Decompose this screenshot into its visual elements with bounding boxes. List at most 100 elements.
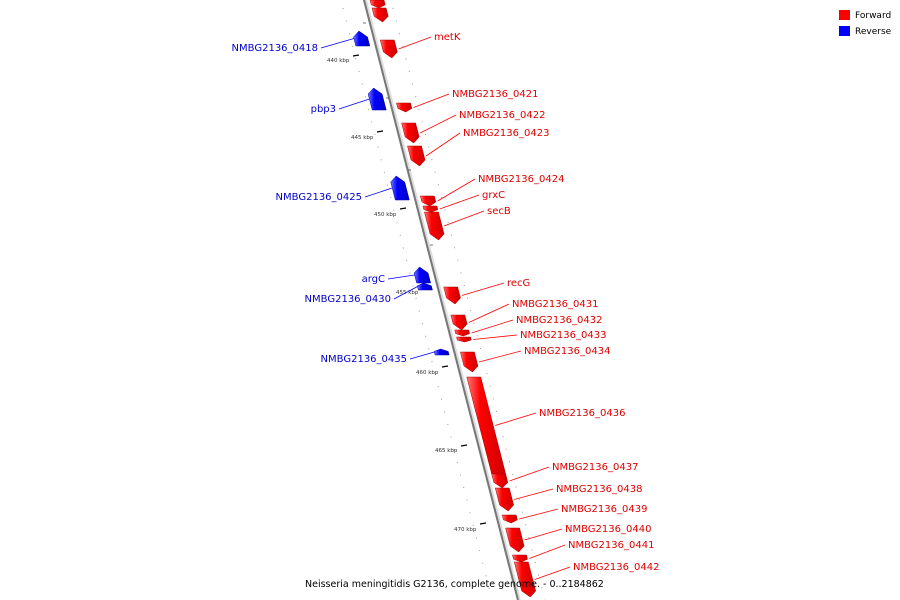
legend-forward-swatch <box>839 10 850 20</box>
forward-gene-feature[interactable] <box>407 145 426 167</box>
gene-features <box>353 0 536 598</box>
svg-text:445 kbp: 445 kbp <box>351 135 374 141</box>
reverse-label-leader <box>409 351 435 360</box>
forward-gene-feature[interactable] <box>396 102 413 113</box>
legend-forward-label: Forward <box>855 11 891 21</box>
forward-label-leader <box>471 319 514 334</box>
forward-gene-feature[interactable] <box>443 286 461 305</box>
forward-label-leader <box>514 488 554 500</box>
reverse-gene-label[interactable]: NMBG2136_0430 <box>305 294 391 305</box>
forward-label-leader <box>529 544 566 559</box>
forward-gene-feature-partial <box>369 0 386 9</box>
forward-gene-feature[interactable] <box>422 205 439 213</box>
forward-label-leader <box>468 303 510 323</box>
forward-gene-label[interactable]: NMBG2136_0421 <box>452 89 538 100</box>
forward-label-leader <box>461 282 505 296</box>
forward-label-leader <box>439 194 480 210</box>
legend: Forward Reverse <box>839 10 892 37</box>
forward-gene-feature[interactable] <box>401 122 420 144</box>
forward-gene-label[interactable]: NMBG2136_0442 <box>573 562 659 573</box>
forward-gene-label[interactable]: recG <box>507 278 530 289</box>
forward-label-leader <box>509 466 550 482</box>
forward-gene-label[interactable]: NMBG2136_0424 <box>478 174 564 185</box>
forward-gene-feature[interactable] <box>460 351 479 373</box>
tick-440: 440 kbp <box>327 54 360 64</box>
forward-gene-feature[interactable] <box>454 329 470 337</box>
forward-gene-feature[interactable] <box>501 514 518 524</box>
forward-gene-label[interactable]: NMBG2136_0433 <box>520 330 606 341</box>
svg-text:440 kbp: 440 kbp <box>327 58 350 64</box>
forward-gene-label[interactable]: NMBG2136_0440 <box>565 524 651 535</box>
forward-gene-label[interactable]: secB <box>487 206 511 217</box>
forward-gene-label[interactable]: NMBG2136_0438 <box>556 484 642 495</box>
reverse-label-leader <box>387 274 415 280</box>
forward-gene-label[interactable]: NMBG2136_0436 <box>539 408 625 419</box>
forward-gene-label[interactable]: NMBG2136_0431 <box>512 299 598 310</box>
forward-label-leader <box>478 350 522 363</box>
legend-forward: Forward <box>839 10 891 21</box>
forward-gene-feature[interactable] <box>512 554 528 563</box>
legend-reverse-swatch <box>839 26 850 36</box>
reverse-gene-feature[interactable] <box>353 30 371 47</box>
svg-text:460 kbp: 460 kbp <box>416 370 439 376</box>
svg-text:455 kbp: 455 kbp <box>396 290 419 296</box>
forward-gene-label[interactable]: NMBG2136_0432 <box>516 315 602 326</box>
forward-label-leader <box>519 508 559 520</box>
forward-label-leader <box>534 566 571 580</box>
forward-gene-feature[interactable] <box>505 527 525 553</box>
tick-445: 445 kbp <box>351 130 384 141</box>
reverse-gene-label[interactable]: pbp3 <box>311 104 336 115</box>
forward-gene-label[interactable]: NMBG2136_0441 <box>568 540 654 551</box>
forward-gene-label[interactable]: NMBG2136_0423 <box>463 128 549 139</box>
reverse-label-leader <box>338 98 370 110</box>
forward-label-leader <box>437 178 476 202</box>
forward-gene-feature[interactable] <box>419 195 437 207</box>
forward-label-leader <box>398 36 432 50</box>
forward-gene-label[interactable]: NMBG2136_0422 <box>459 110 545 121</box>
forward-gene-feature[interactable] <box>513 561 536 598</box>
genome-backbone <box>363 0 521 600</box>
tick-470: 470 kbp <box>454 522 487 533</box>
forward-gene-feature[interactable] <box>456 336 472 343</box>
reverse-gene-label[interactable]: NMBG2136_0418 <box>232 43 318 54</box>
forward-label-leader <box>495 412 537 426</box>
reverse-label-leader <box>364 187 393 198</box>
forward-gene-feature[interactable] <box>494 487 514 512</box>
tick-460: 460 kbp <box>416 365 449 376</box>
forward-label-leader <box>413 93 450 108</box>
forward-gene-feature[interactable] <box>491 473 509 489</box>
reverse-gene-feature[interactable] <box>433 348 450 356</box>
reverse-gene-feature[interactable] <box>367 87 387 111</box>
forward-gene-feature[interactable] <box>424 211 445 241</box>
reverse-gene-feature[interactable] <box>390 175 410 201</box>
reverse-label-leader <box>320 38 354 49</box>
reverse-gene-label[interactable]: argC <box>362 274 385 285</box>
forward-gene-feature-partial <box>371 7 389 23</box>
reverse-gene-feature[interactable] <box>417 282 433 291</box>
svg-text:450 kbp: 450 kbp <box>374 212 397 218</box>
forward-gene-label[interactable]: NMBG2136_0434 <box>524 346 610 357</box>
forward-label-leader <box>524 528 563 541</box>
gene-labels: metK NMBG2136_0421 NMBG2136_0422 NMBG2136_0… <box>232 32 660 573</box>
forward-gene-feature[interactable] <box>450 314 468 331</box>
reverse-gene-label[interactable]: NMBG2136_0425 <box>276 192 362 203</box>
reverse-gene-feature[interactable] <box>413 266 431 284</box>
forward-gene-feature[interactable] <box>379 39 398 59</box>
forward-gene-label[interactable]: NMBG2136_0439 <box>561 504 647 515</box>
tick-450: 450 kbp <box>374 207 407 218</box>
forward-label-leader <box>419 114 457 134</box>
svg-text:465 kbp: 465 kbp <box>435 448 458 454</box>
forward-gene-label[interactable]: metK <box>434 32 461 43</box>
tick-465: 465 kbp <box>435 444 468 454</box>
scale-ticks: 440 kbp 445 kbp 450 kbp 455 kbp 460 kbp … <box>327 54 487 533</box>
label-leader-lines <box>320 36 571 580</box>
reverse-label-leader <box>393 286 418 300</box>
map-caption: Neisseria meningitidis G2136, complete g… <box>305 579 604 590</box>
forward-gene-label[interactable]: grxC <box>482 190 505 201</box>
forward-label-leader <box>425 132 461 157</box>
forward-gene-label[interactable]: NMBG2136_0437 <box>552 462 638 473</box>
legend-reverse-label: Reverse <box>855 27 892 37</box>
reverse-gene-label[interactable]: NMBG2136_0435 <box>321 354 407 365</box>
forward-label-leader <box>473 334 518 340</box>
